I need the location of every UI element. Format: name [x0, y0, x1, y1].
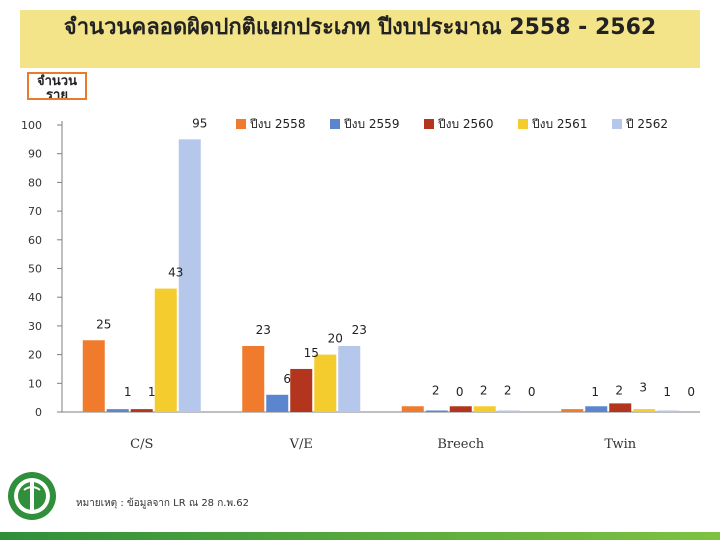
bar-breech-series-0	[401, 406, 424, 412]
legend-label: ปี 2562	[625, 117, 668, 131]
legend-swatch	[330, 119, 340, 129]
bar-twin-series-4	[657, 410, 680, 412]
value-label: 1	[591, 385, 599, 399]
bar-v-e-series-3	[314, 354, 337, 412]
value-label: 2	[432, 383, 440, 397]
value-label: 1	[124, 385, 132, 399]
bar-c-s-series-1	[106, 409, 129, 412]
y-tick-label: 40	[28, 291, 42, 304]
category-label: Breech	[437, 437, 484, 452]
y-tick-label: 100	[21, 119, 42, 132]
value-label: 20	[328, 332, 343, 346]
footer-note: หมายเหตุ : ข้อมูลจาก LR ณ 28 ก.พ.62	[76, 498, 249, 509]
bar-v-e-series-1	[266, 394, 289, 412]
value-label: 95	[192, 116, 207, 130]
bar-v-e-series-4	[338, 345, 361, 412]
bar-breech-series-1	[425, 410, 448, 412]
bar-twin-series-2	[609, 403, 632, 412]
legend-label: ปีงบ 2561	[531, 117, 587, 131]
value-label: 2	[504, 383, 512, 397]
legend-swatch	[236, 119, 246, 129]
value-label: 15	[304, 346, 319, 360]
bar-c-s-series-3	[154, 288, 177, 412]
bar-breech-series-4	[497, 410, 520, 412]
value-label: 0	[528, 385, 536, 399]
y-tick-label: 60	[28, 234, 42, 247]
category-label: C/S	[130, 437, 153, 452]
y-tick-label: 30	[28, 320, 42, 333]
value-label: 2	[615, 383, 623, 397]
y-tick-label: 80	[28, 176, 42, 189]
y-axis-label: จำนวนราย	[27, 72, 87, 100]
category-label: Twin	[604, 437, 636, 452]
y-tick-label: 10	[28, 377, 42, 390]
value-label: 23	[256, 323, 271, 337]
value-label: 1	[663, 385, 671, 399]
title-bar	[20, 10, 700, 68]
ministry-of-public-health-logo-icon	[8, 472, 56, 520]
bar-twin-series-1	[585, 406, 608, 412]
value-label: 6	[283, 372, 291, 386]
value-label: 23	[352, 323, 367, 337]
value-label: 25	[96, 317, 111, 331]
category-label: V/E	[289, 437, 313, 452]
y-tick-label: 0	[35, 406, 42, 419]
y-tick-label: 90	[28, 148, 42, 161]
value-label: 0	[456, 385, 464, 399]
legend-label: ปีงบ 2560	[437, 117, 493, 131]
bar-twin-series-0	[561, 409, 584, 412]
bar-c-s-series-2	[130, 409, 153, 412]
legend-swatch	[518, 119, 528, 129]
bottom-strip	[0, 532, 720, 540]
value-label: 3	[639, 380, 647, 394]
bar-twin-series-3	[633, 409, 656, 412]
value-label: 0	[687, 385, 695, 399]
y-tick-label: 20	[28, 349, 42, 362]
value-label: 43	[168, 266, 183, 280]
y-tick-label: 70	[28, 205, 42, 218]
legend-label: ปีงบ 2558	[249, 117, 305, 131]
bar-breech-series-2	[449, 406, 472, 412]
bar-v-e-series-0	[242, 345, 265, 412]
bar-v-e-series-2	[290, 368, 313, 412]
bar-breech-series-3	[473, 406, 496, 412]
bar-c-s-series-0	[82, 340, 105, 412]
y-tick-label: 50	[28, 263, 42, 276]
value-label: 1	[148, 385, 156, 399]
legend-swatch	[612, 119, 622, 129]
legend-swatch	[424, 119, 434, 129]
value-label: 2	[480, 383, 488, 397]
bar-c-s-series-4	[178, 139, 201, 412]
page-title: จำนวนคลอดผิดปกติแยกประเภท ปีงบประมาณ 255…	[63, 15, 657, 40]
legend-label: ปีงบ 2559	[343, 117, 399, 131]
